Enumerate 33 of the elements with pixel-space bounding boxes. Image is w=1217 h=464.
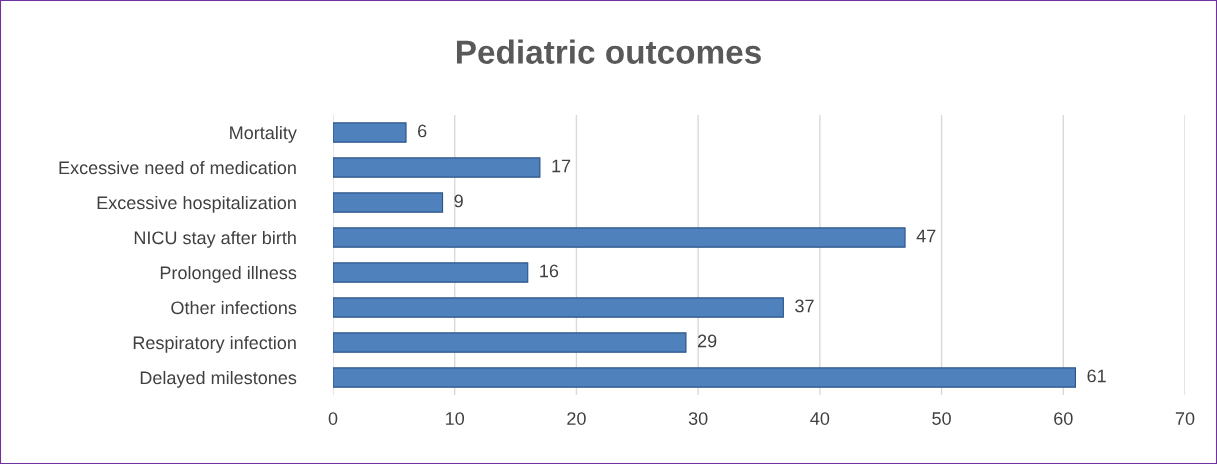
y-tick-label: Delayed milestones	[140, 370, 297, 388]
data-label: 29	[697, 334, 717, 348]
bar	[333, 157, 541, 178]
x-tick-label: 60	[1054, 412, 1073, 425]
x-tick-label: 0	[328, 412, 338, 425]
data-label: 17	[552, 159, 571, 173]
x-tick-label: 40	[810, 412, 830, 425]
bar	[333, 227, 906, 248]
y-tick-label: Prolonged illness	[160, 265, 297, 283]
data-label: 47	[916, 229, 936, 243]
x-tick-label: 20	[567, 412, 586, 425]
y-tick-label: NICU stay after birth	[134, 230, 296, 248]
x-tick-label: 70	[1175, 412, 1195, 425]
y-tick-label: Excessive need of medication	[59, 160, 296, 175]
data-label: 37	[795, 299, 814, 313]
y-tick-label: Excessive hospitalization	[97, 195, 296, 213]
bar	[333, 332, 687, 353]
data-label: 16	[540, 264, 559, 278]
y-tick-label: Mortality	[230, 125, 297, 143]
bar	[333, 262, 529, 283]
bar	[333, 122, 407, 143]
x-tick-label: 50	[932, 412, 951, 425]
bar	[333, 367, 1077, 388]
y-tick-label: Respiratory infection	[133, 335, 296, 353]
bar	[333, 192, 444, 213]
chart-title: Pediatric outcomes	[456, 39, 761, 64]
x-tick-label: 10	[446, 412, 465, 425]
data-label: 9	[454, 194, 463, 208]
data-label: 6	[418, 124, 427, 138]
data-label: 61	[1087, 369, 1106, 383]
x-tick-label: 30	[688, 412, 708, 425]
y-tick-label: Other infections	[171, 300, 297, 315]
bar	[333, 297, 784, 318]
